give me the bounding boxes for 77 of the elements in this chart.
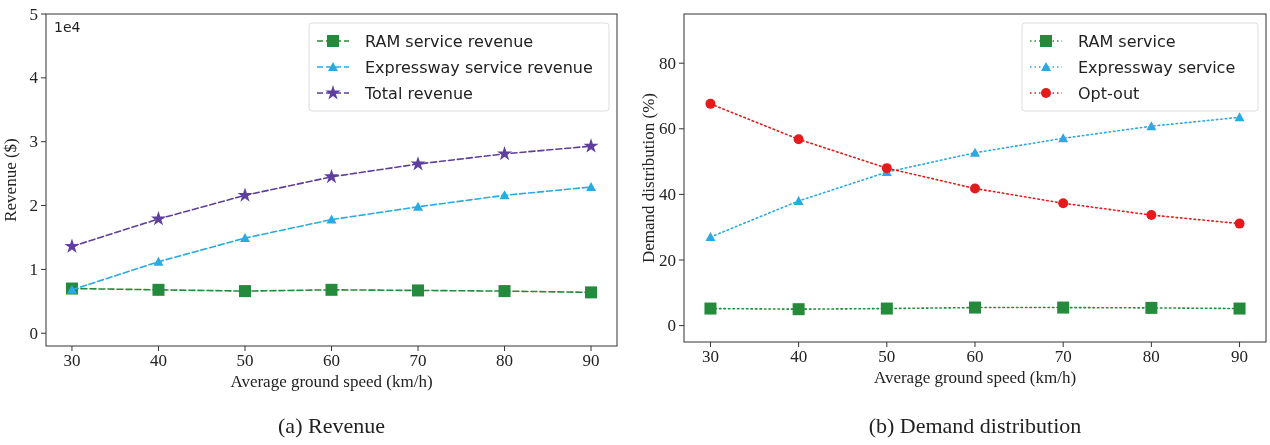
y-tick-label: 4 <box>29 68 39 88</box>
legend-label: Total revenue <box>364 83 473 103</box>
x-axis-title: Average ground speed (km/h) <box>873 368 1077 387</box>
text: (b) Demand distribution <box>868 413 1082 438</box>
point <box>1145 301 1158 314</box>
x-tick-label: 40 <box>149 351 167 370</box>
point <box>969 301 981 314</box>
point <box>586 182 597 192</box>
point <box>704 302 717 315</box>
x-tick-label: 50 <box>878 347 896 366</box>
point <box>1234 112 1245 122</box>
x-tick-label: 90 <box>1231 347 1249 366</box>
point <box>881 163 892 174</box>
x-tick-label: 90 <box>582 351 600 370</box>
point <box>1146 210 1157 221</box>
y-tick-label: 0 <box>667 316 676 336</box>
point <box>1233 302 1246 315</box>
point <box>793 134 804 145</box>
point <box>1146 121 1157 131</box>
point <box>970 183 980 194</box>
y-tick-label: 60 <box>659 119 676 139</box>
point <box>323 168 340 184</box>
y-tick-label: 3 <box>29 132 38 152</box>
x-tick-label: 30 <box>63 351 81 370</box>
point <box>583 138 599 153</box>
point <box>1058 133 1069 143</box>
x-tick-label: 60 <box>966 347 984 366</box>
point <box>239 233 250 243</box>
x-tick-label: 80 <box>496 351 514 370</box>
point <box>413 201 424 211</box>
y-tick-label: 1 <box>29 259 38 279</box>
legend-label: Opt-out <box>1078 83 1140 103</box>
point <box>880 302 893 315</box>
y-tick-label: 0 <box>29 323 38 343</box>
x-tick-label: 70 <box>409 351 427 370</box>
legend-label: RAM service revenue <box>365 31 534 51</box>
point <box>150 211 166 226</box>
point <box>497 145 513 161</box>
point <box>792 303 805 316</box>
x-tick-label: 40 <box>790 347 808 366</box>
x-tick-label: 50 <box>236 351 254 370</box>
legend-label: RAM service <box>1078 31 1176 51</box>
point <box>793 195 804 205</box>
x-tick-label: 80 <box>1142 347 1160 366</box>
legend-label: Expressway service <box>1078 57 1236 77</box>
text: (a) Revenue <box>278 413 385 438</box>
point <box>410 156 426 171</box>
y-axis-title: Demand distribution (%) <box>639 93 658 263</box>
x-tick-label: 60 <box>323 351 340 370</box>
y-tick-label: 5 <box>29 4 38 24</box>
point <box>705 232 716 242</box>
point <box>499 190 510 200</box>
point <box>498 285 511 298</box>
point <box>1057 301 1070 314</box>
point <box>970 147 980 157</box>
point <box>238 285 251 298</box>
point <box>326 214 337 224</box>
y-tick-label: 20 <box>659 250 676 270</box>
legend-label: Expressway service revenue <box>365 57 593 77</box>
point <box>325 283 338 296</box>
point <box>64 238 80 253</box>
point <box>153 256 164 266</box>
y-tick-label: 80 <box>659 53 676 73</box>
point <box>237 187 253 202</box>
point <box>1234 218 1245 229</box>
y-axis-title: Revenue ($) <box>1 138 20 222</box>
annotation: 1e4 <box>54 19 81 35</box>
y-tick-label: 40 <box>659 184 676 204</box>
point <box>152 283 165 296</box>
point <box>705 98 716 109</box>
x-tick-label: 70 <box>1054 347 1072 366</box>
x-axis-title: Average ground speed (km/h) <box>230 372 433 391</box>
point <box>412 284 425 297</box>
point <box>1058 198 1069 209</box>
y-tick-label: 2 <box>29 196 38 216</box>
point <box>585 286 598 299</box>
x-tick-label: 30 <box>701 347 719 366</box>
